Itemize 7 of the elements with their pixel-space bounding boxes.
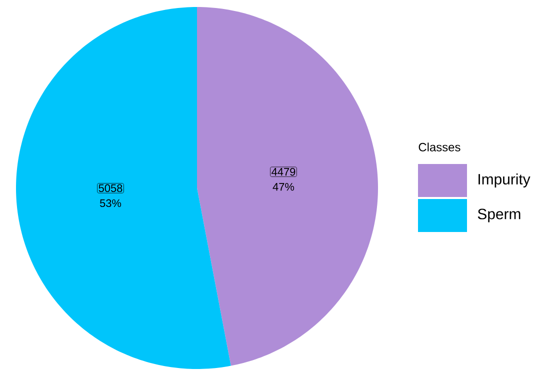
data-label: 47%	[272, 182, 294, 191]
legend-label: Sperm	[478, 208, 520, 222]
legend-title: Classes	[418, 142, 460, 152]
data-label: 53%	[100, 199, 122, 208]
legend-label: Impurity	[478, 174, 530, 188]
text: 4479	[272, 168, 296, 176]
text: 5058	[98, 184, 122, 192]
